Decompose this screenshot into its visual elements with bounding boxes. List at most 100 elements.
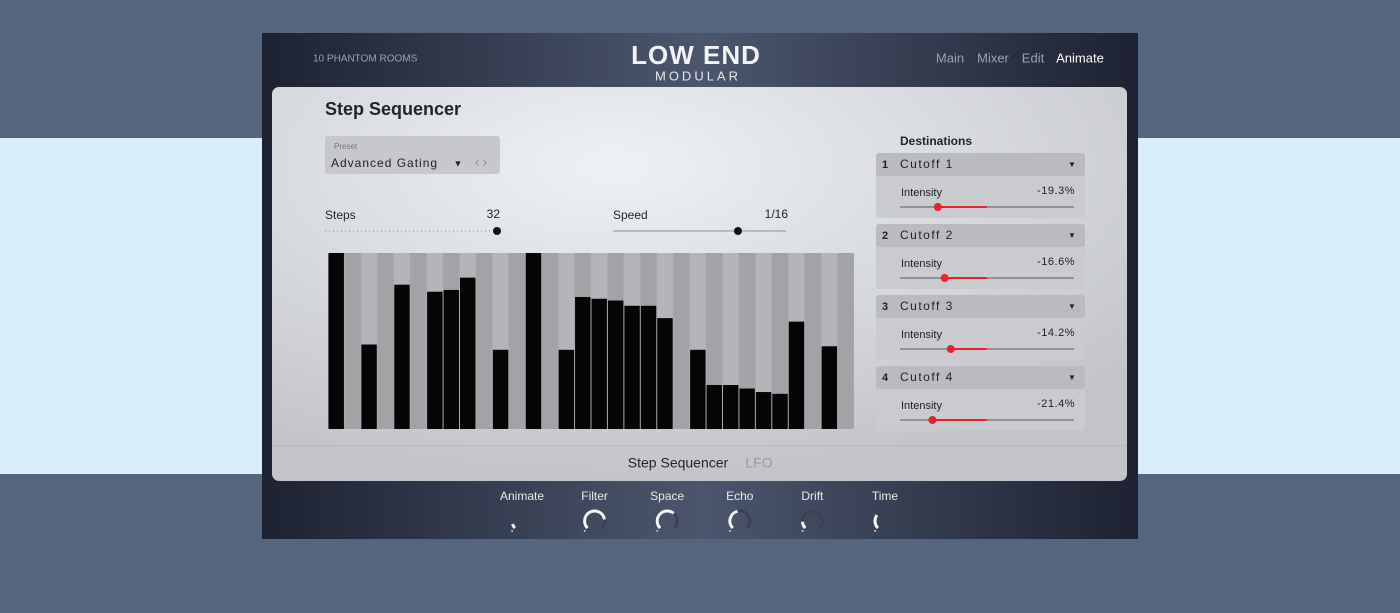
destination-target[interactable]: Cutoff 2 xyxy=(900,228,954,242)
step-bar[interactable] xyxy=(640,305,657,429)
nav-item[interactable]: Animate xyxy=(1056,50,1104,65)
destination-number: 2 xyxy=(882,230,888,242)
preset-value[interactable]: Advanced Gating xyxy=(331,156,438,170)
destination-number: 4 xyxy=(882,372,889,384)
step-column xyxy=(805,253,821,429)
intensity-handle[interactable] xyxy=(933,203,942,211)
logo-subtitle: MODULAR xyxy=(655,68,741,83)
intensity-handle[interactable] xyxy=(928,416,937,424)
step-bar[interactable] xyxy=(443,289,459,429)
destination-header[interactable] xyxy=(876,366,1085,389)
dropdown-arrow[interactable]: ▼ xyxy=(1068,373,1076,382)
knob-min-dot xyxy=(801,529,804,532)
intensity-label: Intensity xyxy=(901,400,942,412)
panel-title: Step Sequencer xyxy=(325,99,461,119)
step-bar[interactable] xyxy=(739,388,755,429)
nav-item[interactable]: Main xyxy=(936,50,964,65)
step-column xyxy=(772,253,788,429)
tab[interactable]: LFO xyxy=(745,455,772,471)
destination-number: 1 xyxy=(882,159,888,171)
step-bar[interactable] xyxy=(657,318,673,429)
dropdown-arrow[interactable]: ▼ xyxy=(1068,160,1076,169)
knob-value xyxy=(583,509,606,530)
destination-number: 3 xyxy=(882,301,888,313)
step-bar[interactable] xyxy=(575,297,591,429)
knob-min-dot xyxy=(728,529,731,532)
step-bar[interactable] xyxy=(427,291,443,429)
intensity-handle[interactable] xyxy=(940,274,949,282)
step-bar[interactable] xyxy=(394,284,410,429)
knob-label: Filter xyxy=(581,489,608,503)
step-bar[interactable] xyxy=(706,385,722,429)
knob-track[interactable] xyxy=(510,509,534,530)
dropdown-arrow[interactable]: ▼ xyxy=(1068,231,1076,240)
dropdown-arrow[interactable]: ▼ xyxy=(1068,302,1076,311)
knob-value xyxy=(800,521,807,530)
intensity-value: -16.6% xyxy=(1037,256,1075,268)
step-bar[interactable] xyxy=(591,298,607,429)
nav-item[interactable]: Mixer xyxy=(977,50,1009,65)
step-column xyxy=(509,253,525,429)
knob-min-dot xyxy=(583,529,586,532)
step-bar[interactable] xyxy=(723,385,739,429)
destination-target[interactable]: Cutoff 3 xyxy=(900,299,954,313)
knob-label: Echo xyxy=(726,489,754,503)
step-grid[interactable] xyxy=(328,253,854,429)
destination-header[interactable] xyxy=(876,153,1085,176)
tabs: Step Sequencer LFO xyxy=(628,455,773,471)
knob-label: Animate xyxy=(500,489,544,503)
tab[interactable]: Step Sequencer xyxy=(628,455,729,471)
step-bar[interactable] xyxy=(821,346,838,429)
preset-nav[interactable]: ‹ › xyxy=(475,154,487,169)
destination-target[interactable]: Cutoff 4 xyxy=(900,370,954,384)
step-bar[interactable] xyxy=(624,305,640,429)
knob-value xyxy=(873,514,880,530)
knob-value xyxy=(728,509,738,530)
speed-label: Speed xyxy=(613,208,648,222)
step-bar[interactable] xyxy=(492,349,509,429)
step-bar[interactable] xyxy=(460,277,476,429)
nav-item[interactable]: Edit xyxy=(1022,50,1045,65)
speed-slider-handle[interactable] xyxy=(734,227,742,235)
speed-value: 1/16 xyxy=(765,207,789,221)
step-bar[interactable] xyxy=(328,253,344,429)
brand: 10 PHANTOM ROOMS xyxy=(313,54,418,65)
knob-value xyxy=(655,509,675,530)
preset-label: Preset xyxy=(334,142,358,151)
intensity-handle[interactable] xyxy=(946,345,955,353)
destinations-title: Destinations xyxy=(900,134,972,148)
destination-target[interactable]: Cutoff 1 xyxy=(900,157,954,171)
dropdown-arrow[interactable]: ▼ xyxy=(454,158,463,168)
destination-header[interactable] xyxy=(876,295,1085,318)
knob-value xyxy=(511,523,517,530)
intensity-value: -21.4% xyxy=(1037,398,1075,410)
step-bar[interactable] xyxy=(772,393,788,429)
knob-min-dot xyxy=(874,529,877,532)
preset-box[interactable] xyxy=(325,136,500,174)
step-column xyxy=(838,253,854,429)
step-bar[interactable] xyxy=(558,349,575,429)
intensity-value: -19.3% xyxy=(1037,185,1075,197)
nav: Main Mixer Edit Animate xyxy=(936,50,1104,65)
step-column xyxy=(377,253,394,429)
steps-slider-handle[interactable] xyxy=(493,227,501,235)
intensity-label: Intensity xyxy=(901,187,942,199)
step-bar[interactable] xyxy=(788,321,805,429)
destination-list: 1 Cutoff 1 ▼ Intensity -19.3% 2 Cutoff 2 ▼ Inten… xyxy=(876,153,1085,431)
step-column xyxy=(673,253,690,429)
intensity-label: Intensity xyxy=(901,329,942,341)
destination-header[interactable] xyxy=(876,224,1085,247)
step-bar[interactable] xyxy=(607,300,624,429)
step-bar[interactable] xyxy=(361,344,377,429)
knob-row: Animate Filter Space Echo Drift Time xyxy=(500,489,898,532)
step-bar[interactable] xyxy=(755,392,772,429)
knob-label: Time xyxy=(872,489,899,503)
step-bar[interactable] xyxy=(690,349,706,429)
step-bar[interactable] xyxy=(525,253,542,429)
step-column xyxy=(410,253,427,429)
knob-label: Drift xyxy=(801,489,824,503)
step-column xyxy=(739,253,755,429)
step-column xyxy=(344,253,361,429)
